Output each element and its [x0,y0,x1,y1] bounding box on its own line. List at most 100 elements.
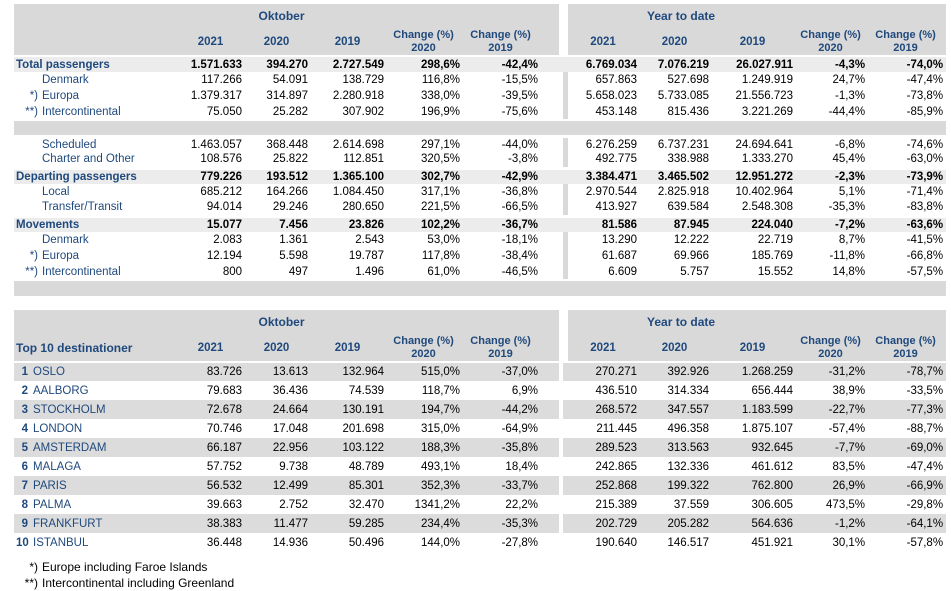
value-cell: 6.737.231 [657,138,710,151]
value-cell: 3.384.471 [569,166,641,184]
value-cell: 493,1% [421,460,461,473]
separator-row [14,279,947,296]
value-cell: 36.436 [272,384,308,397]
value-cell: 1.365.100 [311,166,388,184]
value-cell: -18,1% [501,234,539,246]
value-cell: -66,8% [906,250,944,262]
value-cell: 117.266 [201,74,242,86]
value-cell: -31,2% [796,362,869,381]
value-cell: 116,8% [421,74,461,86]
value-cell: -38,4% [501,250,539,262]
value-cell: -33,7% [463,476,542,495]
value-cell: 492.775 [595,153,638,166]
value-cell: 14,8% [832,265,866,278]
value-cell: -57,5% [906,265,944,278]
year-2021-header: 2021 [179,28,245,57]
change-label: Change (%) [393,28,454,41]
destination-name: AALBORG [33,384,89,397]
value-cell: 61,0% [427,265,461,278]
destination-rank: 6 [21,460,28,473]
footnote-marker: *) [29,90,38,102]
footnote-marker: **) [24,576,38,590]
value-cell: -74,0% [868,56,947,72]
value-cell: 313.563 [640,438,713,457]
change-label: Change (%) [393,334,454,347]
month-group-header: Oktober [179,310,388,334]
table-row: Transfer/Transit 94.014 29.246 280.650 221,5… [14,200,946,216]
column-header-row: 2021 2020 2019 Change (%) 2020 Change (%)… [14,28,947,57]
year-2019-header: 2019 [311,334,388,363]
row-label: Denmark [14,232,179,248]
destination-label: 1 OSLO [14,362,179,381]
value-cell: 24,7% [832,74,866,86]
column-header-row: Top 10 destinationer 2021 2020 2019 Chan… [14,334,947,363]
value-cell: 314.897 [266,90,308,102]
row-label-text: Total passengers [16,58,110,71]
footnote-marker: *) [29,250,38,262]
value-cell: 144,0% [421,536,461,549]
value-cell: 15.077 [179,214,245,232]
change-year: 2020 [411,347,436,360]
table-row: 6 MALAGA 57.752 9.738 48.789 493,1% 18,4% 242.8… [14,457,946,476]
value-cell: 6,9% [511,384,539,397]
destination-rank: 7 [21,479,28,492]
value-cell: 2.548.308 [741,201,794,214]
row-label: Scheduled [14,136,179,152]
value-cell: 1.463.057 [190,138,242,151]
value-cell: 453.148 [595,105,638,118]
ytd-change-2020-header: Change (%) 2020 [796,334,869,363]
value-cell: -42,9% [463,166,542,184]
change-year: 2020 [818,347,843,360]
group-header-row: Oktober Year to date [14,4,947,28]
value-cell: 5.733.085 [657,90,710,102]
change-2020-header: Change (%) 2020 [387,334,464,363]
value-cell: 81.586 [569,214,641,232]
table-row: Scheduled 1.463.057 368.448 2.614.698 297,1%… [14,136,946,152]
destination-label: 3 STOCKHOLM [14,400,179,419]
destination-name: AMSTERDAM [33,441,107,454]
value-cell: 451.921 [751,536,794,549]
value-cell: -57,8% [906,536,944,549]
row-label-text: Local [42,186,70,198]
group-divider [541,476,570,495]
value-cell: 1.571.633 [179,56,245,72]
value-cell: -77,3% [868,400,947,419]
value-cell: 461.612 [751,460,794,473]
ytd-year-2019-header: 2019 [712,334,797,363]
value-cell: -74,6% [906,138,944,151]
value-cell: 9.738 [279,460,308,473]
row-label-text: Europa [42,90,80,102]
row-label-text: Scheduled [42,138,97,151]
group-divider [541,56,570,72]
ytd-change-2020-header: Change (%) 2020 [796,28,869,57]
group-divider [541,514,570,533]
value-cell: -47,4% [906,74,944,86]
value-cell: 515,0% [387,362,464,381]
ytd-group-header: Year to date [569,310,797,334]
group-divider [541,362,570,381]
value-cell: 32.470 [348,498,385,511]
value-cell: -64,9% [501,422,539,435]
group-divider [541,495,569,514]
value-cell: 5.658.023 [585,90,638,102]
value-cell: 205.282 [640,514,713,533]
value-cell: 7.456 [245,214,311,232]
group-divider [541,152,570,168]
value-cell: 685.212 [200,186,242,198]
value-cell: 6.276.259 [585,138,638,151]
value-cell: 102,2% [387,214,464,232]
row-label-text: Intercontinental [42,105,121,118]
year-2019-header: 2019 [311,28,388,57]
value-cell: 307.902 [342,105,385,118]
value-cell: -37,0% [463,362,542,381]
value-cell: 66.187 [179,438,245,457]
row-label: **) Intercontinental [14,104,179,120]
value-cell: 5.598 [279,250,308,262]
change-year: 2020 [411,41,436,54]
destination-label: 8 PALMA [14,495,179,514]
destination-rank: 2 [21,384,28,397]
value-cell: 762.800 [712,476,797,495]
table-row: 2 AALBORG 79.683 36.436 74.539 118,7% 6,9% 436.… [14,381,946,400]
value-cell: 1341,2% [414,498,461,511]
value-cell: 57.752 [206,460,242,473]
